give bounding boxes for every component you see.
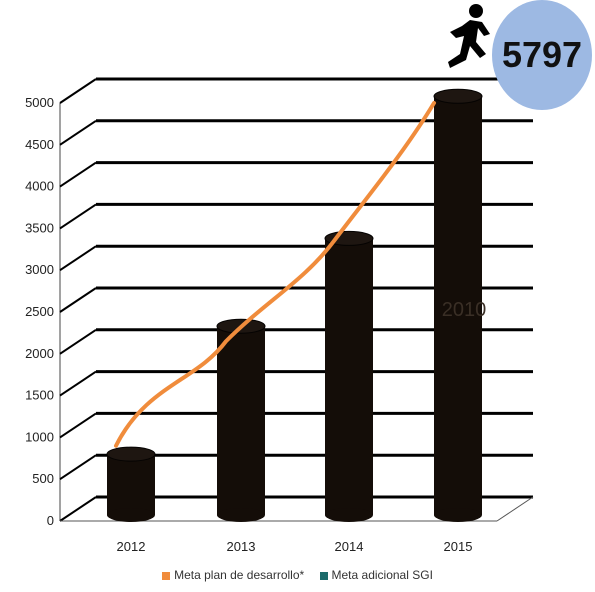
gridline-diag — [59, 245, 97, 272]
y-tick-label: 4000 — [25, 179, 54, 194]
runner-icon — [440, 2, 500, 84]
x-tick-label: 2014 — [335, 539, 364, 554]
y-tick-label: 500 — [32, 471, 54, 486]
legend-swatch-plan — [162, 571, 171, 580]
y-tick-label: 3500 — [25, 220, 54, 235]
y-tick-label: 2000 — [25, 346, 54, 361]
gridline-diag — [59, 328, 97, 355]
bar-base — [107, 508, 155, 522]
gridline-diag — [59, 454, 97, 481]
y-tick-label: 5000 — [25, 95, 54, 110]
bar-top — [106, 446, 156, 462]
legend-label-plan: Meta plan de desarrollo* — [174, 568, 305, 582]
y-tick-label: 1500 — [25, 388, 54, 403]
y-tick-label: 0 — [47, 513, 54, 528]
bar-base — [434, 508, 482, 522]
legend-label-sgi: Meta adicional SGI — [331, 568, 433, 582]
legend: Meta plan de desarrollo* Meta adicional … — [0, 568, 595, 582]
callout-badge: 5797 — [492, 0, 592, 110]
legend-item-sgi: Meta adicional SGI — [319, 568, 433, 582]
x-tick-label: 2012 — [117, 539, 146, 554]
bar-inner-label: 2010 — [442, 299, 487, 321]
y-tick-label: 4500 — [25, 137, 54, 152]
legend-item-plan: Meta plan de desarrollo* — [162, 568, 304, 582]
bar-2014 — [325, 238, 373, 515]
gridline-diag — [59, 412, 97, 439]
bar-base — [325, 508, 373, 522]
gridline-diag — [59, 161, 97, 188]
x-tick-label: 2015 — [444, 539, 473, 554]
series-line-plan — [114, 101, 436, 448]
gridline-diag — [59, 287, 97, 313]
y-tick-label: 3000 — [25, 262, 54, 277]
y-tick-label: 2500 — [25, 304, 54, 319]
bar-base — [217, 508, 265, 522]
floor-edge — [496, 496, 534, 522]
gridline-diag — [59, 496, 97, 522]
bar-top — [433, 88, 483, 104]
callout-value: 5797 — [501, 34, 583, 75]
x-tick-label: 2013 — [227, 539, 256, 554]
y-tick-label: 1000 — [25, 429, 54, 444]
bar-2012 — [107, 454, 155, 515]
bar-2015 — [434, 96, 482, 515]
gridline-diag — [59, 203, 97, 230]
bar-2013 — [217, 326, 265, 515]
legend-swatch-sgi — [319, 571, 328, 580]
gridline-diag — [59, 370, 97, 397]
gridline-diag — [59, 78, 97, 104]
gridline-diag — [59, 119, 97, 146]
